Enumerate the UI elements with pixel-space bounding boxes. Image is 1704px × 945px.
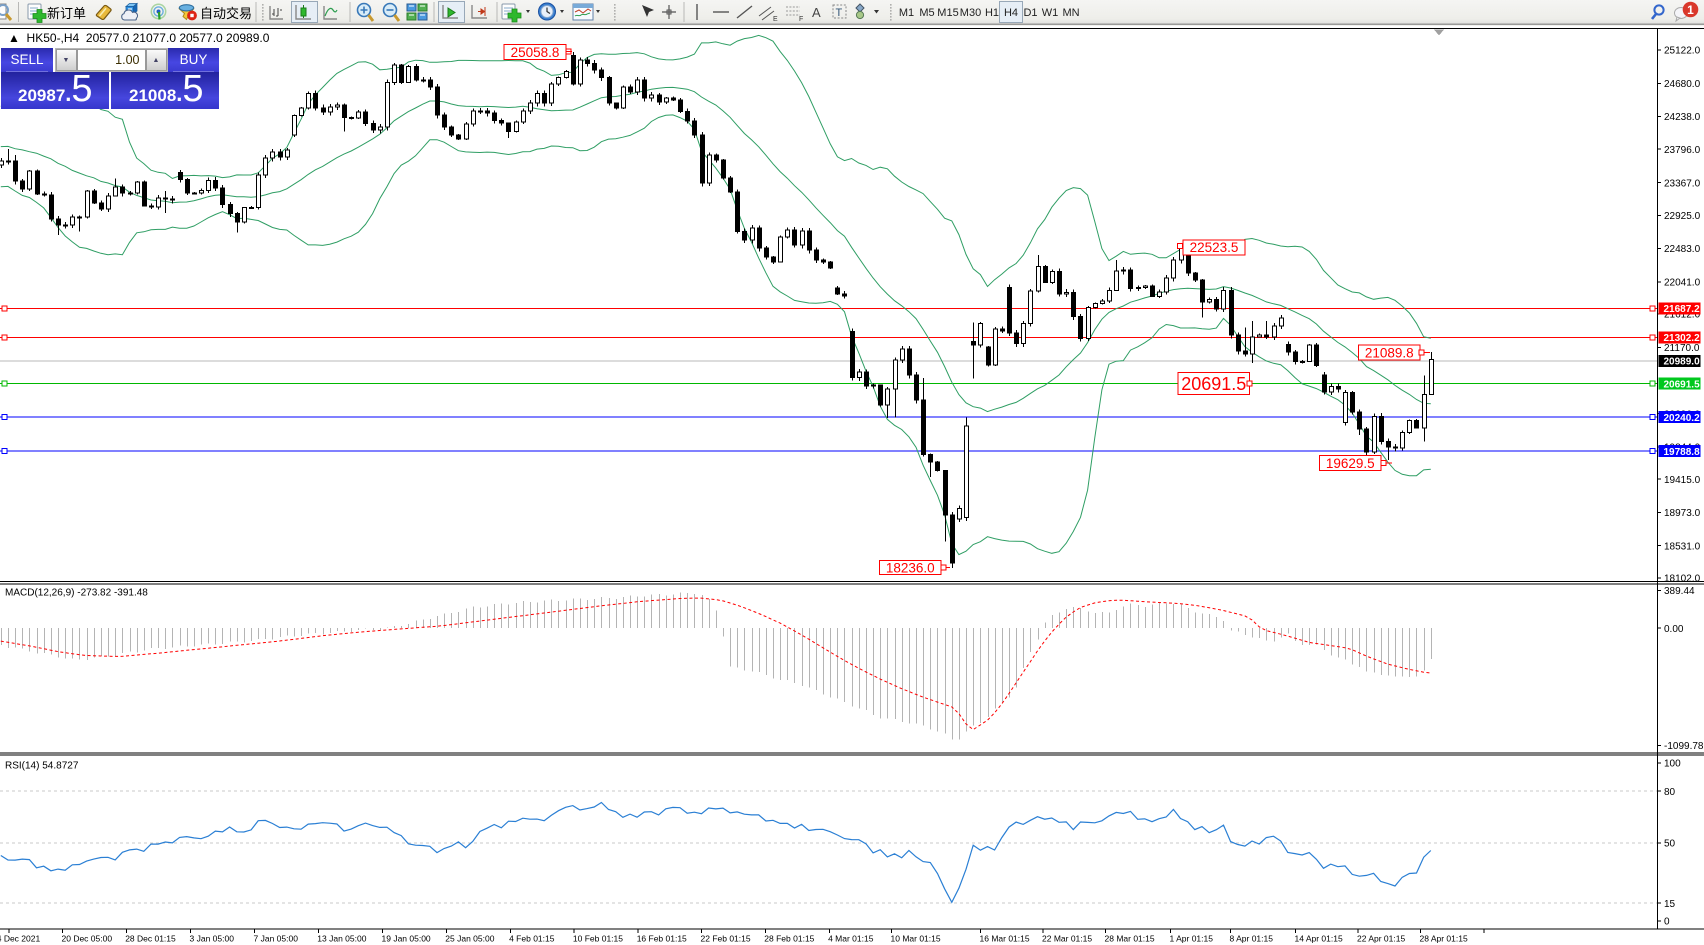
svg-text:14 Apr 01:15: 14 Apr 01:15: [1295, 933, 1343, 943]
svg-text:20691.5: 20691.5: [1181, 374, 1246, 394]
svg-text:19415.0: 19415.0: [1664, 475, 1701, 486]
svg-text:0.00: 0.00: [1664, 624, 1684, 635]
svg-text:A: A: [812, 5, 821, 20]
svg-text:10 Mar 01:15: 10 Mar 01:15: [891, 933, 941, 943]
svg-text:M5: M5: [919, 7, 934, 19]
svg-text:24680.0: 24680.0: [1664, 79, 1701, 90]
svg-text:21089.8: 21089.8: [1365, 345, 1414, 360]
svg-text:MN: MN: [1062, 7, 1079, 19]
svg-text:24238.0: 24238.0: [1664, 112, 1701, 123]
svg-text:18236.0: 18236.0: [886, 560, 935, 575]
svg-text:21612.0: 21612.0: [1664, 310, 1701, 321]
svg-text:22483.0: 22483.0: [1664, 244, 1701, 255]
svg-text:21302.2: 21302.2: [1664, 333, 1701, 344]
svg-text:28 Dec 01:15: 28 Dec 01:15: [125, 933, 176, 943]
svg-text:T: T: [836, 7, 843, 19]
svg-text:H4: H4: [1004, 7, 1018, 19]
svg-text:4 Feb 01:15: 4 Feb 01:15: [509, 933, 555, 943]
svg-text:389.44: 389.44: [1664, 586, 1695, 597]
svg-text:21687.2: 21687.2: [1664, 304, 1701, 315]
svg-text:3 Jan 05:00: 3 Jan 05:00: [190, 933, 235, 943]
svg-text:100: 100: [1664, 759, 1681, 770]
svg-text:18973.0: 18973.0: [1664, 508, 1701, 519]
svg-text:20240.2: 20240.2: [1664, 413, 1701, 424]
svg-text:28 Mar 01:15: 28 Mar 01:15: [1105, 933, 1155, 943]
svg-text:4 Mar 01:15: 4 Mar 01:15: [828, 933, 874, 943]
svg-text:23367.0: 23367.0: [1664, 178, 1701, 189]
svg-text:7 Jan 05:00: 7 Jan 05:00: [254, 933, 299, 943]
svg-text:18531.0: 18531.0: [1664, 541, 1701, 552]
svg-text:50: 50: [1664, 838, 1676, 849]
svg-text:10 Feb 01:15: 10 Feb 01:15: [573, 933, 623, 943]
svg-text:E: E: [773, 16, 778, 23]
svg-text:8 Apr 01:15: 8 Apr 01:15: [1230, 933, 1274, 943]
svg-text:-1099.78: -1099.78: [1664, 741, 1704, 752]
svg-text:自动交易: 自动交易: [200, 6, 252, 21]
svg-text:28 Feb 01:15: 28 Feb 01:15: [764, 933, 814, 943]
svg-text:14 Dec 2021: 14 Dec 2021: [0, 933, 40, 943]
svg-text:20989.0: 20989.0: [1664, 357, 1701, 368]
svg-text:19 Jan 05:00: 19 Jan 05:00: [382, 933, 431, 943]
svg-text:19788.8: 19788.8: [1664, 447, 1701, 458]
svg-text:15: 15: [1664, 899, 1676, 910]
svg-text:16 Feb 01:15: 16 Feb 01:15: [637, 933, 687, 943]
svg-text:22 Mar 01:15: 22 Mar 01:15: [1042, 933, 1092, 943]
svg-text:19629.5: 19629.5: [1326, 456, 1375, 471]
svg-text:23796.0: 23796.0: [1664, 145, 1701, 156]
svg-text:MACD(12,26,9) -273.82 -391.48: MACD(12,26,9) -273.82 -391.48: [5, 588, 148, 599]
svg-text:20 Dec 05:00: 20 Dec 05:00: [62, 933, 113, 943]
svg-text:新订单: 新订单: [47, 6, 86, 21]
svg-text:M1: M1: [899, 7, 914, 19]
svg-text:M30: M30: [960, 7, 981, 19]
svg-text:22523.5: 22523.5: [1190, 240, 1239, 255]
svg-text:22041.0: 22041.0: [1664, 277, 1701, 288]
svg-text:28 Apr 01:15: 28 Apr 01:15: [1420, 933, 1468, 943]
svg-text:RSI(14) 54.8727: RSI(14) 54.8727: [5, 761, 79, 772]
svg-text:25 Jan 05:00: 25 Jan 05:00: [445, 933, 494, 943]
svg-text:H1: H1: [985, 7, 999, 19]
svg-text:25058.8: 25058.8: [511, 45, 560, 60]
svg-text:80: 80: [1664, 787, 1676, 798]
svg-text:F: F: [799, 16, 803, 23]
svg-text:1 Apr 01:15: 1 Apr 01:15: [1170, 933, 1214, 943]
svg-text:22 Feb 01:15: 22 Feb 01:15: [701, 933, 751, 943]
svg-text:21170.0: 21170.0: [1664, 343, 1700, 354]
svg-text:13 Jan 05:00: 13 Jan 05:00: [317, 933, 366, 943]
svg-text:D1: D1: [1023, 7, 1037, 19]
svg-text:M15: M15: [937, 7, 958, 19]
svg-text:18102.0: 18102.0: [1664, 574, 1701, 585]
svg-text:0: 0: [1664, 917, 1670, 928]
svg-text:20691.5: 20691.5: [1664, 379, 1701, 390]
svg-text:22925.0: 22925.0: [1664, 211, 1701, 222]
svg-text:22 Apr 01:15: 22 Apr 01:15: [1357, 933, 1405, 943]
svg-text:W1: W1: [1042, 7, 1059, 19]
svg-text:1: 1: [1687, 3, 1694, 17]
svg-text:25122.0: 25122.0: [1664, 46, 1701, 57]
svg-text:16 Mar 01:15: 16 Mar 01:15: [980, 933, 1030, 943]
